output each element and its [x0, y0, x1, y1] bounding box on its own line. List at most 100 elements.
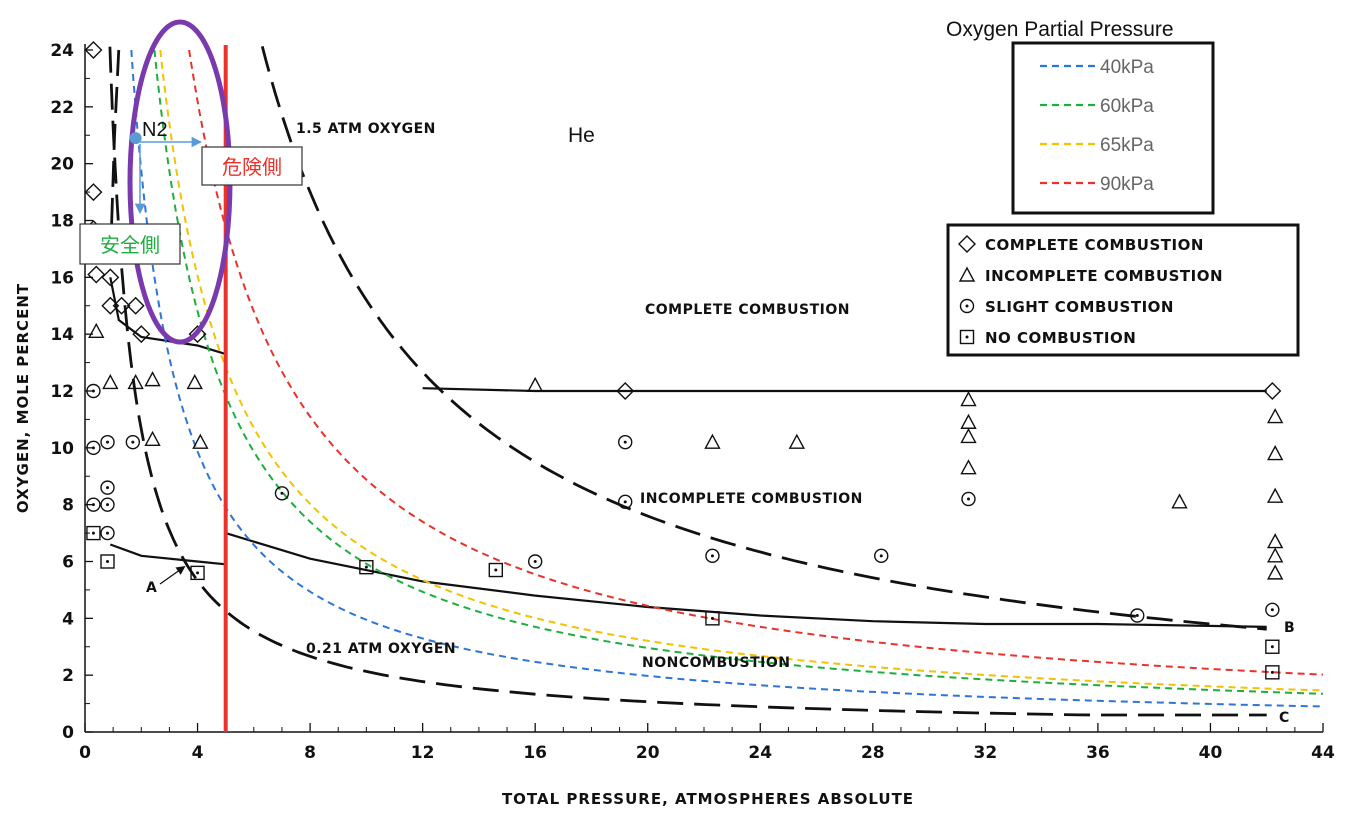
point-diamond — [132, 325, 151, 344]
pp-curve-90kPa — [188, 49, 1324, 676]
point-diamond — [112, 296, 131, 315]
circle-dot — [1270, 608, 1274, 612]
x-tick-label: 28 — [861, 743, 885, 763]
point-circle — [618, 494, 633, 510]
triangle-shape — [1266, 487, 1284, 503]
point-triangle — [960, 427, 977, 444]
circle-shape — [874, 548, 889, 564]
x-tick-label: 24 — [748, 743, 772, 763]
point-circle — [705, 548, 720, 564]
point-triangle — [144, 371, 161, 387]
safe-label: 安全側 — [100, 233, 160, 257]
marker-legend-box — [946, 223, 1300, 357]
pp-legend-label: 40kPa — [1100, 57, 1154, 78]
diamond-shape — [1263, 382, 1282, 400]
triangle-shape — [186, 373, 203, 390]
point-triangle — [1266, 564, 1284, 580]
point-triangle — [102, 373, 119, 390]
circle-shape — [125, 434, 141, 450]
danger-box — [201, 146, 303, 186]
curve-label-a: A — [146, 580, 157, 596]
point-triangle — [1266, 408, 1284, 424]
square-shape — [359, 559, 374, 575]
y-tick-label: 20 — [50, 155, 74, 175]
point-square — [488, 562, 503, 578]
square-shape — [1265, 665, 1280, 680]
triangle-shape — [102, 373, 119, 390]
triangle-shape — [527, 376, 544, 393]
point-triangle — [88, 322, 105, 339]
point-circle — [100, 525, 115, 541]
marker-legend-label: SLIGHT COMBUSTION — [985, 298, 1174, 316]
point-circle — [100, 480, 115, 495]
pp-legend-label: 65kPa — [1100, 135, 1154, 156]
circle-shape — [705, 548, 720, 564]
y-tick-label: 6 — [62, 553, 74, 573]
n2-point — [129, 132, 142, 145]
curve-label-c: C — [1279, 710, 1290, 726]
diamond-shape — [84, 183, 103, 202]
diamond-shape — [101, 268, 120, 287]
circle-dot — [106, 531, 110, 535]
square-dot — [494, 568, 498, 572]
triangle-shape — [1266, 547, 1284, 563]
square-shape — [959, 329, 975, 345]
point-triangle — [960, 391, 977, 407]
point-triangle — [144, 430, 161, 447]
curve-0-21-atm-oxygen — [108, 46, 1267, 717]
square-shape — [86, 525, 101, 541]
square-dot — [1270, 645, 1274, 649]
circle-dot — [966, 497, 970, 501]
circle-shape — [961, 491, 976, 507]
point-triangle — [1266, 533, 1284, 549]
point-triangle — [788, 433, 806, 449]
y-tick-label: 8 — [62, 496, 74, 516]
point-circle — [100, 434, 115, 450]
circle-shape — [100, 497, 115, 512]
circle-dot — [106, 503, 110, 507]
circle-shape — [959, 298, 975, 314]
triangle-shape — [127, 373, 144, 390]
marker-legend-symbol — [958, 266, 976, 282]
marker-legend-label: COMPLETE COMBUSTION — [985, 236, 1204, 254]
n2-label: N2 — [142, 119, 168, 141]
point-square — [100, 554, 115, 569]
square-shape — [100, 554, 115, 569]
circle-shape — [100, 480, 115, 495]
circle-dot — [131, 440, 135, 444]
circle-shape — [100, 525, 115, 541]
x-tick-label: 32 — [974, 743, 998, 763]
axes: 0 4 8 12 16 20 24 28 32 36 40 440246810121416182022… — [50, 41, 1335, 763]
square-dot — [196, 571, 200, 575]
point-circle — [1130, 608, 1145, 623]
pp-legend-title: Oxygen Partial Pressure — [946, 18, 1174, 41]
circle-shape — [1130, 608, 1145, 623]
x-tick-label: 36 — [1086, 743, 1110, 763]
diamond-shape — [616, 382, 635, 400]
circle-dot — [106, 486, 110, 490]
triangle-shape — [960, 391, 977, 407]
boundary-lower_left — [109, 543, 226, 566]
point-triangle — [1171, 493, 1188, 509]
square-shape — [190, 565, 205, 581]
triangle-shape — [192, 433, 209, 449]
triangle-shape — [144, 430, 161, 447]
square-dot — [106, 560, 110, 563]
point-circle — [86, 383, 101, 399]
point-square — [1265, 639, 1280, 654]
point-triangle — [704, 433, 721, 449]
circle-dot — [879, 554, 883, 558]
marker-legend-label: NO COMBUSTION — [985, 329, 1136, 347]
y-tick-label: 4 — [62, 609, 74, 629]
region-label-complete: COMPLETE COMBUSTION — [645, 302, 850, 318]
diamond-shape — [87, 265, 106, 284]
triangle-shape — [88, 322, 105, 339]
diamond-shape — [188, 325, 207, 344]
x-tick-label: 4 — [192, 743, 204, 763]
pp-legend-label: 60kPa — [1100, 96, 1154, 117]
circle-shape — [274, 486, 290, 501]
circle-dot — [91, 503, 95, 507]
marker-legend-symbol — [959, 329, 975, 345]
triangle-shape — [1266, 408, 1284, 424]
